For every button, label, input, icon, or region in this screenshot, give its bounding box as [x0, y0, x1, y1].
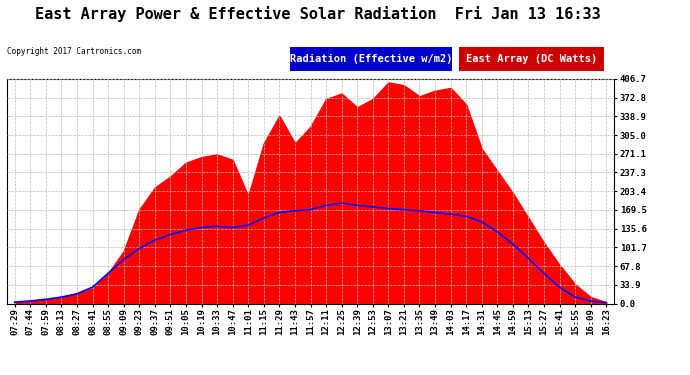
Text: East Array (DC Watts): East Array (DC Watts)	[466, 54, 597, 64]
Text: Copyright 2017 Cartronics.com: Copyright 2017 Cartronics.com	[7, 47, 141, 56]
Text: Radiation (Effective w/m2): Radiation (Effective w/m2)	[290, 54, 452, 64]
Text: East Array Power & Effective Solar Radiation  Fri Jan 13 16:33: East Array Power & Effective Solar Radia…	[34, 6, 600, 22]
